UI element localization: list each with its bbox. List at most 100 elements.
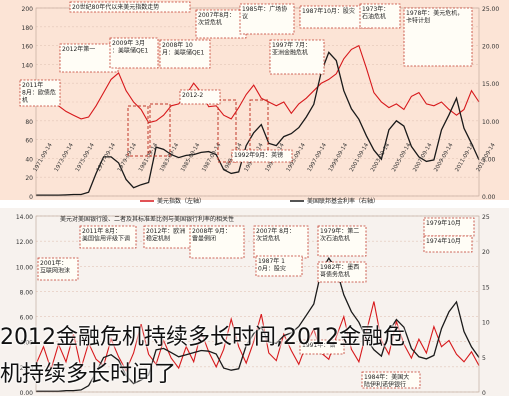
annotation-text: 2012年第一 [62, 45, 95, 53]
annotation-1-4: 2009年 3月：美联储QE1 [109, 37, 159, 69]
legend-label: 美国联邦基金利率（右轴） [307, 197, 379, 205]
annotation-text: 1974年10月 [426, 237, 461, 245]
annotation-text: 1979年：第二 [320, 227, 359, 235]
annotation-text: 机 [22, 96, 28, 104]
annotation-text: 2007年 8月： [256, 227, 295, 235]
annotation-box [359, 3, 401, 29]
right-tick-label: 25.00 [482, 6, 499, 13]
right-tick-label: 10.00 [482, 119, 499, 126]
annotation-1-12: 1992年9月：英镑 [231, 149, 293, 163]
series-line-1 [35, 301, 480, 372]
annotation-text: 1982年：墨西 [320, 263, 359, 271]
annotation-text: 1987年10月：股灾 [302, 7, 355, 15]
annotation-text: 1973年： [362, 5, 389, 13]
right-tick-label: 0 [482, 390, 486, 397]
annotation-text: 2009年 3月 [112, 39, 145, 47]
right-tick-label: 15.00 [482, 81, 499, 88]
annotation-text: 2001年： [40, 259, 67, 267]
annotation-text: 1984年：美国大 [364, 373, 409, 381]
annotation-text: 2008年 9月： [192, 227, 231, 235]
annotation-text: 2008年 10 [162, 41, 193, 49]
annotation-1-13: 2012-2 [179, 89, 221, 105]
left-tick-label: 60 [25, 138, 33, 145]
left-tick-label: 140 [22, 62, 34, 69]
plot-frame [35, 215, 480, 393]
right-tick-label: 20 [482, 249, 490, 256]
left-tick-label: 80 [25, 119, 33, 126]
right-tick-label: 10 [482, 320, 490, 327]
annotation-text: 1992年9月：英镑 [234, 151, 283, 159]
annotation-text: 次石油危机 [320, 235, 350, 243]
annotation-text: 月：美联储QE1 [162, 49, 205, 57]
annotation-text: 1985年：广场协 [242, 5, 287, 13]
annotation-text: 美国信用评级下调 [82, 235, 130, 243]
annotation-1-9: 1997年 7月：亚洲金融危机 [269, 39, 325, 75]
annotation-box [179, 89, 221, 105]
series-line-1 [35, 44, 480, 124]
annotation-1-10: 1978年：美元危机，卡特计划 [403, 7, 473, 67]
annotation-text: 次贷危机 [198, 19, 222, 27]
annotation-box [231, 149, 293, 163]
annotation-text: 2011年 [22, 81, 43, 89]
annotation-text: 陆伊利诺伊银行 [364, 381, 406, 389]
left-tick-label: 14.00 [16, 214, 33, 221]
annotation-text: 石油危机 [362, 13, 386, 21]
left-tick-label: 200 [22, 6, 34, 13]
annotation-text: 8月：欧债危 [22, 89, 56, 97]
chart-2-title: 美元对美国银行股、二者及其标准差比例与美国银行利率的相关性 [60, 215, 234, 223]
annotation-text: 20世纪80年代以来美元指数走势 [72, 3, 159, 11]
left-tick-label: 2.00 [20, 365, 34, 372]
right-tick-label: 5 [482, 355, 486, 362]
annotation-2-3: 2008年 9月：雷曼倒闭 [189, 225, 245, 259]
event-highlight-box [149, 103, 171, 157]
annotation-text: 1991年：储 [302, 341, 335, 349]
legend-label: 美元指数（左轴） [157, 197, 205, 205]
annotation-box [299, 339, 345, 355]
annotation-text: 1987年 1 [258, 257, 285, 265]
annotation-2-6: 1987年 10月：股灾 [255, 255, 303, 277]
annotation-box [239, 3, 295, 35]
annotation-box [195, 9, 247, 39]
annotation-box [109, 37, 159, 69]
annotation-box [189, 225, 245, 259]
annotation-2-8: 1979年10月 [423, 217, 475, 237]
annotation-1-5: 2008年 10月：美联储QE1 [159, 39, 211, 69]
left-tick-label: 160 [22, 44, 34, 51]
right-tick-label: 0.00 [482, 194, 496, 201]
caption-line-1: 2012金融危机持续多长时间,2012金融危 [0, 325, 405, 350]
left-tick-label: 180 [22, 25, 34, 32]
left-tick-label: 0.00 [20, 390, 34, 397]
annotation-1-2: 2012年第一 [59, 43, 119, 73]
annotation-text: 1997年 7月： [272, 41, 311, 49]
caption-line-2: 机持续多长时间了 [0, 362, 177, 387]
right-tick-label: 15 [482, 284, 490, 291]
chart-2: 14.0012.0010.008.006.004.002.000.0025201… [16, 214, 490, 397]
left-tick-label: 10.00 [16, 264, 33, 271]
annotation-text: 哥债务危机 [320, 271, 350, 279]
left-tick-label: 6.00 [20, 315, 34, 322]
left-tick-label: 0 [29, 194, 33, 201]
annotation-box [255, 255, 303, 277]
legend: 美元指数（左轴） 美国联邦基金利率（右轴） [140, 197, 379, 205]
annotation-2-4: 2007年 8月：次贷危机 [253, 225, 309, 259]
right-tick-label: 20.00 [482, 44, 499, 51]
annotation-text: 1979年10月 [426, 219, 461, 227]
annotation-1-1: 20世纪80年代以来美元指数走势 [69, 1, 191, 13]
annotation-text: 卡特计划 [406, 17, 430, 25]
annotation-text: 次贷危机 [256, 235, 280, 243]
left-tick-label: 8.00 [20, 289, 34, 296]
annotation-box [423, 235, 473, 253]
annotation-box [37, 257, 79, 281]
annotation-text: 2007年8月： [198, 11, 235, 19]
annotation-2-12: 2001年：互联网泡沫 [37, 257, 79, 281]
annotation-box [253, 225, 309, 259]
annotation-box [59, 43, 119, 73]
annotation-text: ：美联储QE1 [112, 47, 149, 55]
